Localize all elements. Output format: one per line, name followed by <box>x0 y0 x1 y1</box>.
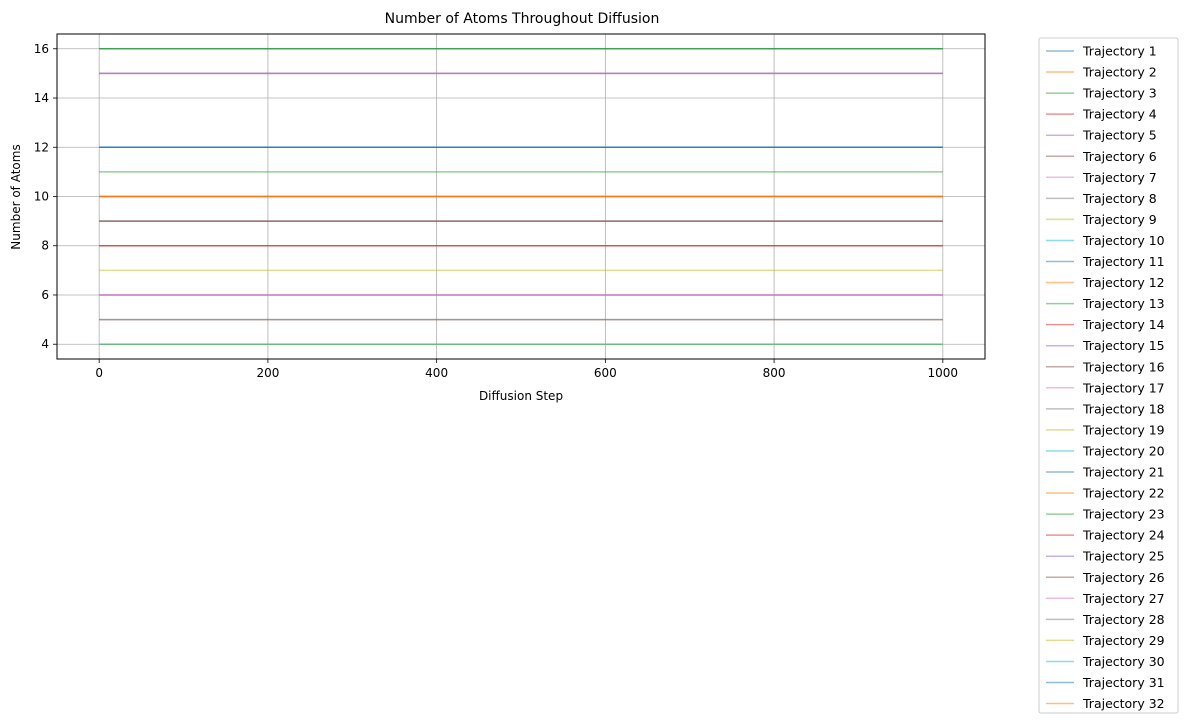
y-tick-label: 10 <box>34 190 49 204</box>
legend-label: Trajectory 22 <box>1082 486 1165 501</box>
legend-label: Trajectory 12 <box>1082 275 1165 290</box>
legend-label: Trajectory 10 <box>1082 233 1165 248</box>
legend-label: Trajectory 16 <box>1082 359 1165 374</box>
legend-label: Trajectory 26 <box>1082 570 1165 585</box>
legend-label: Trajectory 3 <box>1082 86 1157 101</box>
y-tick-label: 12 <box>34 140 49 154</box>
legend-label: Trajectory 11 <box>1082 254 1165 269</box>
legend-label: Trajectory 1 <box>1082 44 1157 59</box>
y-tick-label: 6 <box>41 288 49 302</box>
legend-label: Trajectory 7 <box>1082 170 1157 185</box>
legend-frame <box>1038 37 1179 714</box>
y-axis-label: Number of Atoms <box>9 144 23 249</box>
legend-label: Trajectory 8 <box>1082 191 1157 206</box>
x-axis-label: Diffusion Step <box>479 389 563 403</box>
y-tick-label: 16 <box>34 42 49 56</box>
legend-label: Trajectory 5 <box>1082 128 1157 143</box>
y-tick-label: 8 <box>41 239 49 253</box>
legend-label: Trajectory 14 <box>1082 317 1165 332</box>
legend-label: Trajectory 23 <box>1082 507 1165 522</box>
series-lines <box>99 48 943 345</box>
legend-label: Trajectory 19 <box>1082 422 1165 437</box>
legend-label: Trajectory 6 <box>1082 149 1157 164</box>
x-tick-label: 1000 <box>928 366 959 380</box>
legend-label: Trajectory 18 <box>1082 401 1165 416</box>
x-tick-label: 800 <box>763 366 786 380</box>
x-tick-label: 600 <box>594 366 617 380</box>
legend-label: Trajectory 17 <box>1082 380 1165 395</box>
chart-title: Number of Atoms Throughout Diffusion <box>385 11 660 27</box>
legend-label: Trajectory 15 <box>1082 338 1165 353</box>
x-tick-label: 200 <box>256 366 279 380</box>
legend-label: Trajectory 27 <box>1082 591 1165 606</box>
legend-label: Trajectory 29 <box>1082 633 1165 648</box>
legend-label: Trajectory 28 <box>1082 612 1165 627</box>
y-tick-label: 4 <box>41 337 49 351</box>
x-tick-label: 400 <box>425 366 448 380</box>
legend-label: Trajectory 24 <box>1082 528 1165 543</box>
legend-label: Trajectory 31 <box>1082 675 1165 690</box>
legend-label: Trajectory 21 <box>1082 465 1165 480</box>
legend-label: Trajectory 13 <box>1082 296 1165 311</box>
legend: Trajectory 1 Trajectory 2 Trajectory 3 Traj… <box>1038 37 1179 714</box>
legend-label: Trajectory 4 <box>1082 107 1157 122</box>
legend-label: Trajectory 2 <box>1082 65 1157 80</box>
legend-label: Trajectory 32 <box>1082 696 1165 711</box>
legend-label: Trajectory 9 <box>1082 212 1157 227</box>
legend-label: Trajectory 30 <box>1082 654 1165 669</box>
x-axis-ticks: 0 200 400 600 800 1000 <box>95 359 958 380</box>
y-axis-ticks: 4 6 8 10 12 14 16 <box>34 42 57 351</box>
x-tick-label: 0 <box>95 366 103 380</box>
legend-label: Trajectory 20 <box>1082 443 1165 458</box>
y-tick-label: 14 <box>34 91 49 105</box>
legend-label: Trajectory 25 <box>1082 549 1165 564</box>
